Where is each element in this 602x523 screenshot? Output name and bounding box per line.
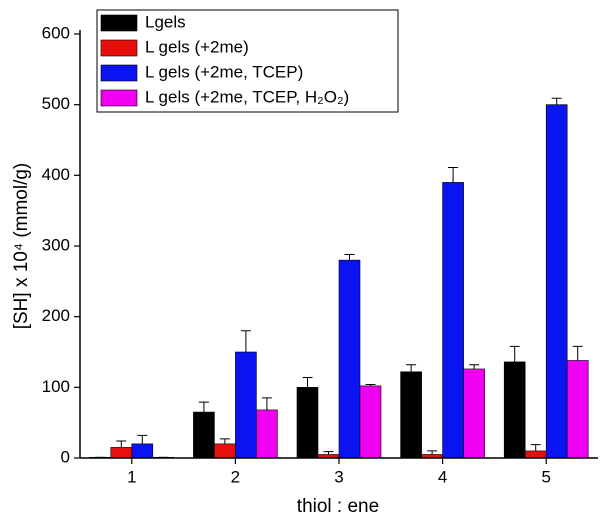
error-bar: [427, 450, 438, 455]
error-bar: [137, 434, 148, 444]
bar: [193, 411, 215, 459]
x-tick-label: 5: [541, 467, 550, 486]
y-tick-label: 100: [42, 377, 70, 396]
error-bar: [116, 440, 127, 448]
bar: [235, 351, 257, 459]
bar: [131, 443, 154, 459]
error-bar: [219, 438, 230, 444]
bar: [545, 104, 568, 459]
legend-box: [96, 9, 399, 113]
error-bar: [469, 364, 480, 369]
bar: [442, 182, 464, 459]
error-bar: [261, 397, 272, 410]
error-bar: [344, 253, 355, 261]
error-bar: [365, 384, 376, 386]
x-tick-label: 3: [334, 467, 343, 486]
bar: [338, 259, 361, 459]
error-bar: [302, 376, 313, 388]
bar: [359, 385, 382, 459]
x-tick-label: 2: [231, 467, 240, 486]
legend-swatch: [100, 64, 138, 82]
y-tick-label: 200: [42, 306, 70, 325]
y-tick-label: 500: [42, 94, 70, 113]
legend-swatch: [100, 39, 138, 57]
error-bar: [240, 330, 251, 352]
error-bar: [509, 345, 520, 362]
error-bar: [198, 401, 209, 413]
legend-label: L gels (+2me, TCEP): [145, 62, 303, 81]
bar: [400, 371, 422, 459]
bar: [214, 443, 236, 459]
x-tick-label: 1: [127, 467, 136, 486]
y-tick-label: 0: [61, 447, 70, 466]
bar: [566, 360, 589, 459]
bar: [296, 387, 319, 459]
legend-label: Lgels: [145, 12, 186, 31]
bar: [256, 409, 278, 459]
error-bar: [572, 345, 583, 361]
bar: [110, 447, 133, 459]
y-tick-label: 400: [42, 165, 70, 184]
error-bar: [530, 444, 541, 451]
legend-label: L gels (+2me): [145, 37, 249, 56]
y-tick-label: 300: [42, 235, 70, 254]
bar: [524, 450, 547, 459]
error-bar: [406, 364, 417, 372]
legend-label: L gels (+2me, TCEP, H₂O₂): [145, 87, 349, 106]
bar: [463, 368, 485, 459]
x-tick-label: 4: [438, 467, 447, 486]
legend-swatch: [100, 89, 138, 107]
error-bar: [323, 451, 334, 455]
y-tick-label: 600: [42, 23, 70, 42]
bar: [503, 361, 526, 459]
error-bar: [448, 167, 459, 183]
y-axis-label: [SH] x 10⁴ (mmol/g): [11, 163, 32, 330]
x-axis-label: thiol : ene: [297, 496, 379, 517]
error-bar: [551, 97, 562, 105]
legend-swatch: [100, 14, 138, 32]
